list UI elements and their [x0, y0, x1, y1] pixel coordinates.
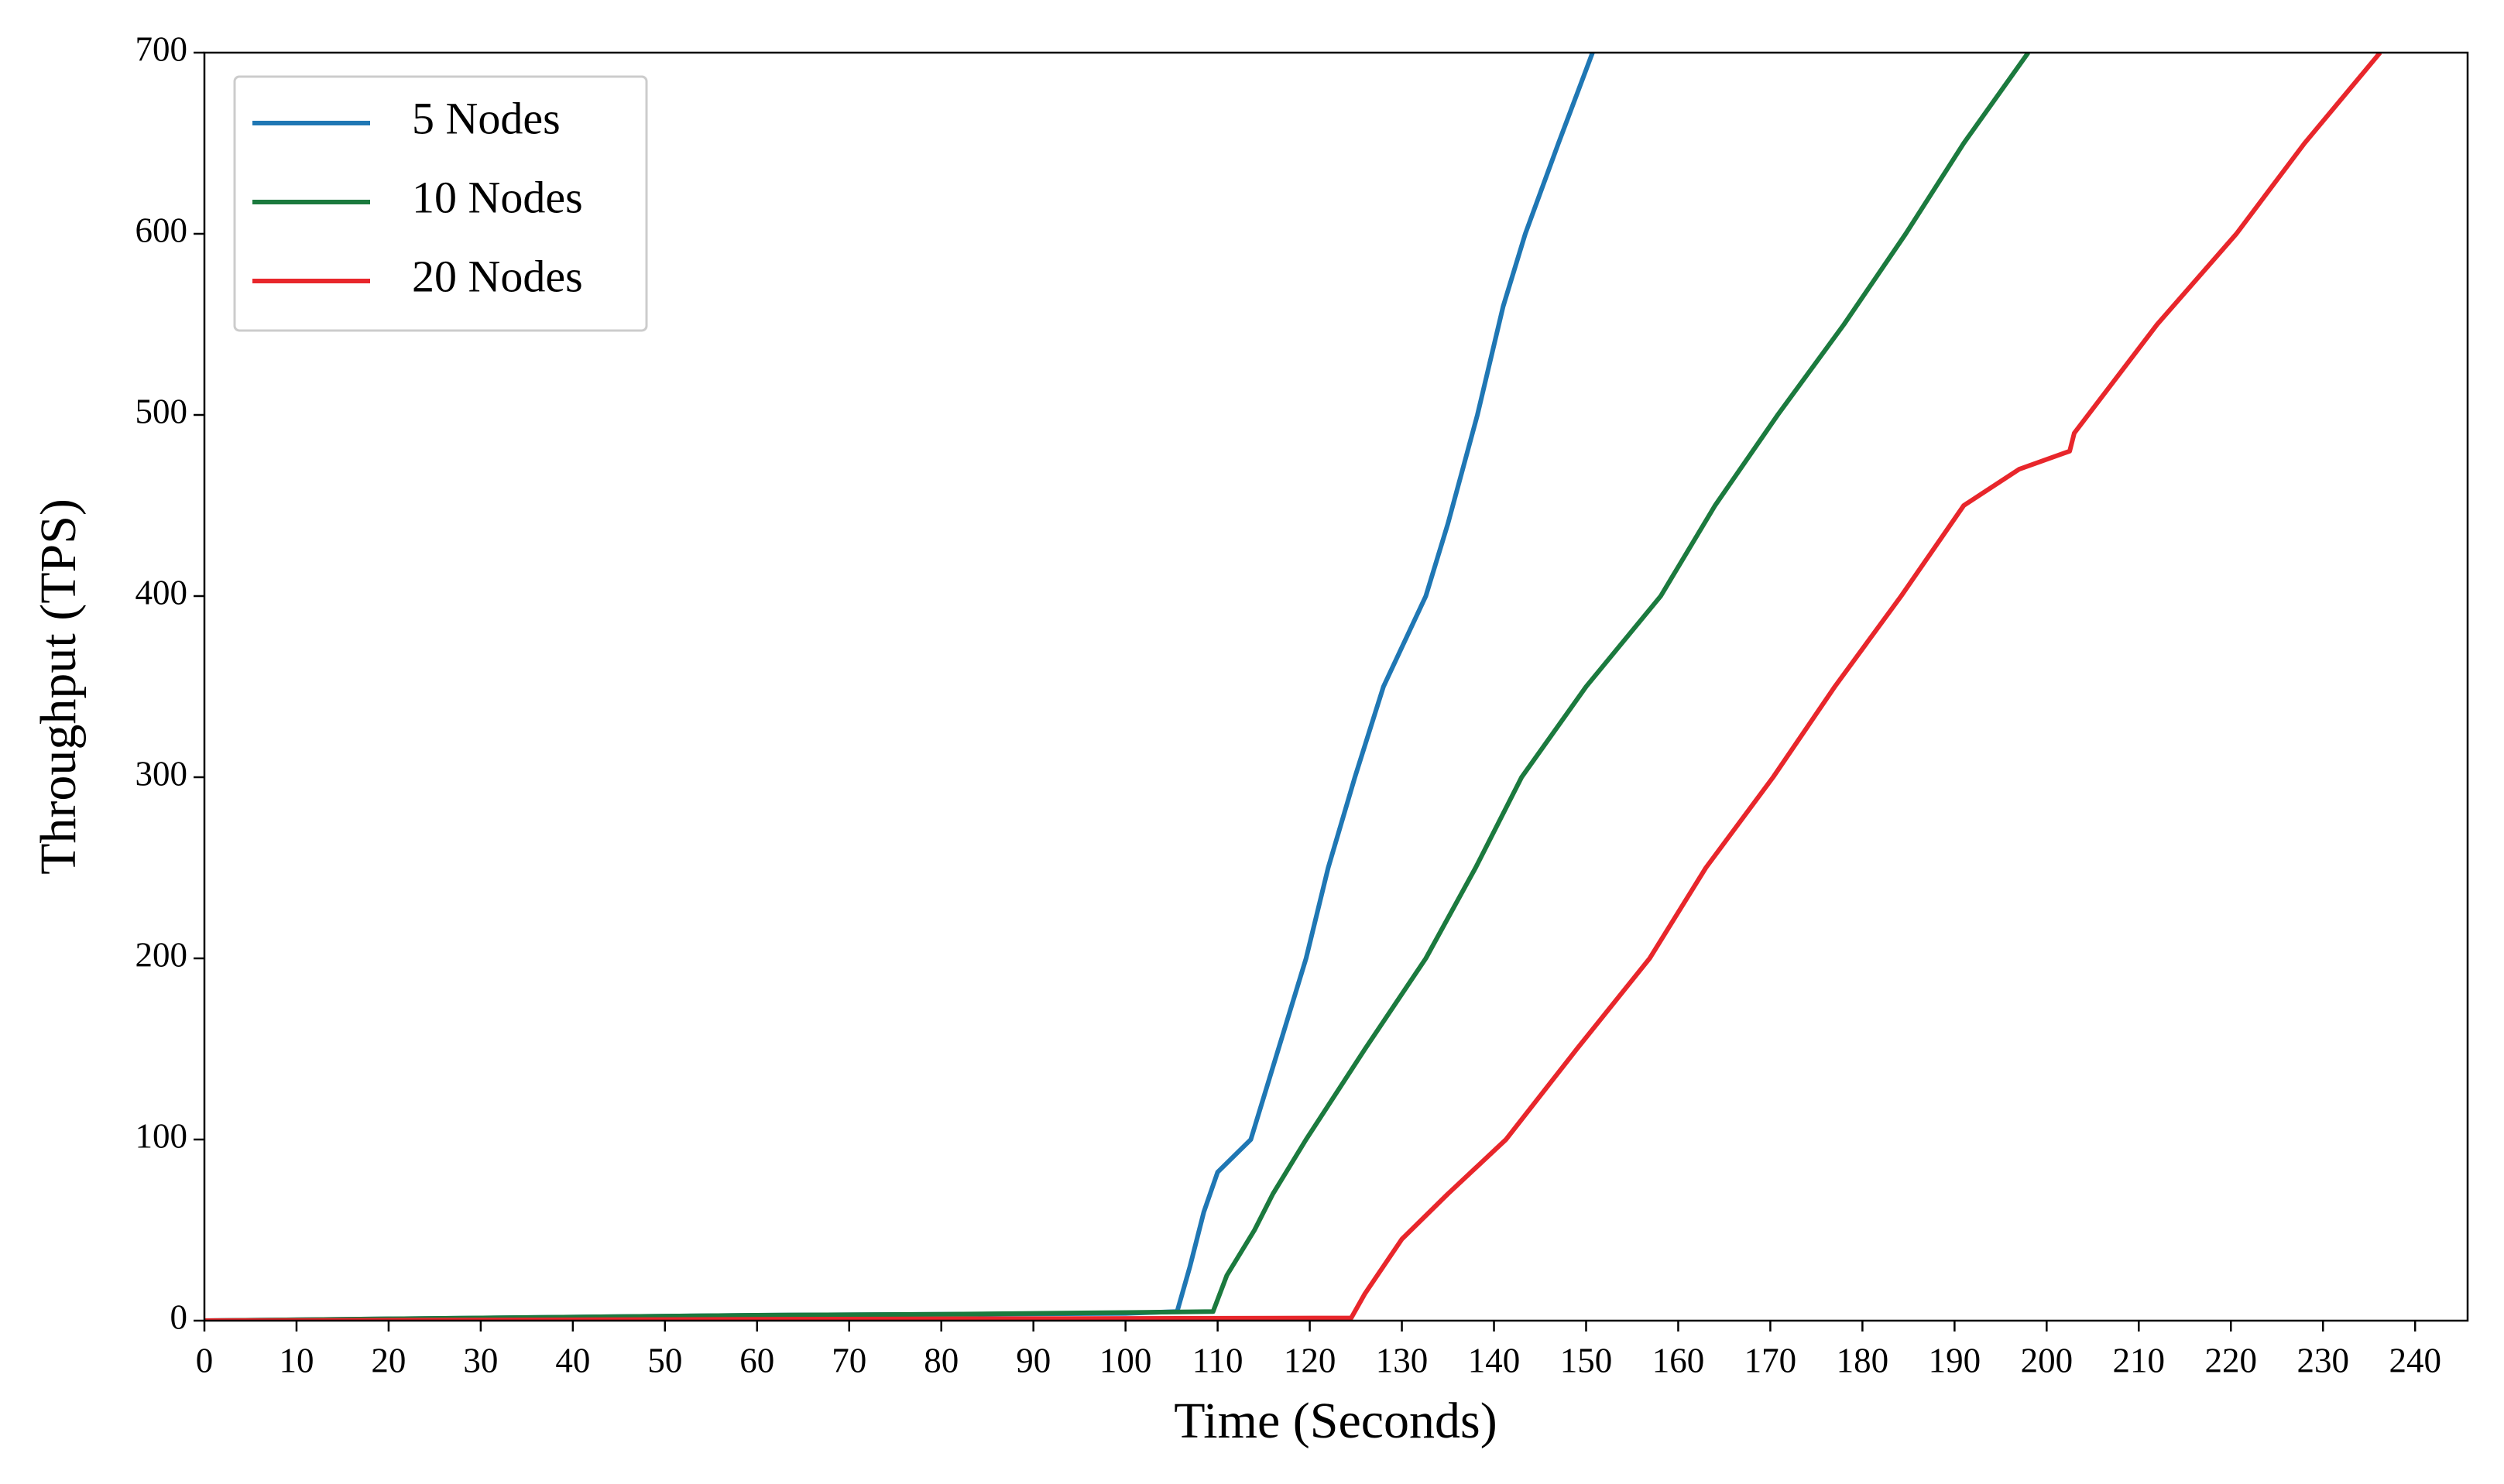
legend-label: 10 Nodes	[412, 172, 583, 222]
x-tick-label: 210	[2113, 1341, 2166, 1379]
x-tick-label: 170	[1744, 1341, 1797, 1379]
x-tick-label: 240	[2389, 1341, 2441, 1379]
x-tick-label: 0	[196, 1341, 214, 1379]
x-tick-label: 30	[463, 1341, 498, 1379]
x-tick-label: 80	[924, 1341, 959, 1379]
legend-label: 20 Nodes	[412, 251, 583, 301]
y-tick-label: 0	[170, 1297, 188, 1336]
x-tick-label: 200	[2021, 1341, 2074, 1379]
x-tick-label: 130	[1376, 1341, 1429, 1379]
x-tick-label: 20	[371, 1341, 406, 1379]
x-tick-label: 120	[1284, 1341, 1336, 1379]
plot-frame	[203, 51, 2469, 1322]
y-tick-label: 400	[135, 573, 188, 612]
legend-box	[233, 75, 648, 332]
x-tick-label: 10	[279, 1341, 314, 1379]
y-tick-label: 300	[135, 754, 188, 793]
y-tick-label: 700	[135, 29, 188, 68]
x-tick-label: 100	[1099, 1341, 1152, 1379]
x-tick-label: 190	[1929, 1341, 1981, 1379]
series-line	[204, 53, 2030, 1321]
legend-label: 5 Nodes	[412, 93, 561, 143]
y-tick-label: 600	[135, 211, 188, 249]
x-tick-label: 230	[2296, 1341, 2349, 1379]
y-tick-label: 500	[135, 392, 188, 430]
series-line	[204, 53, 2382, 1321]
y-tick-label: 200	[135, 935, 188, 974]
x-tick-label: 60	[739, 1341, 774, 1379]
x-tick-label: 140	[1468, 1341, 1521, 1379]
x-tick-label: 180	[1837, 1341, 1889, 1379]
x-tick-label: 160	[1652, 1341, 1705, 1379]
y-axis-label: Throughput (TPS)	[30, 499, 87, 875]
x-axis-label: Time (Seconds)	[1174, 1393, 1497, 1449]
x-tick-label: 90	[1016, 1341, 1051, 1379]
x-tick-label: 70	[832, 1341, 866, 1379]
y-tick-label: 100	[135, 1116, 188, 1155]
x-tick-label: 220	[2205, 1341, 2258, 1379]
x-tick-label: 50	[647, 1341, 682, 1379]
x-tick-label: 150	[1560, 1341, 1613, 1379]
x-tick-label: 110	[1192, 1341, 1243, 1379]
x-tick-label: 40	[555, 1341, 590, 1379]
